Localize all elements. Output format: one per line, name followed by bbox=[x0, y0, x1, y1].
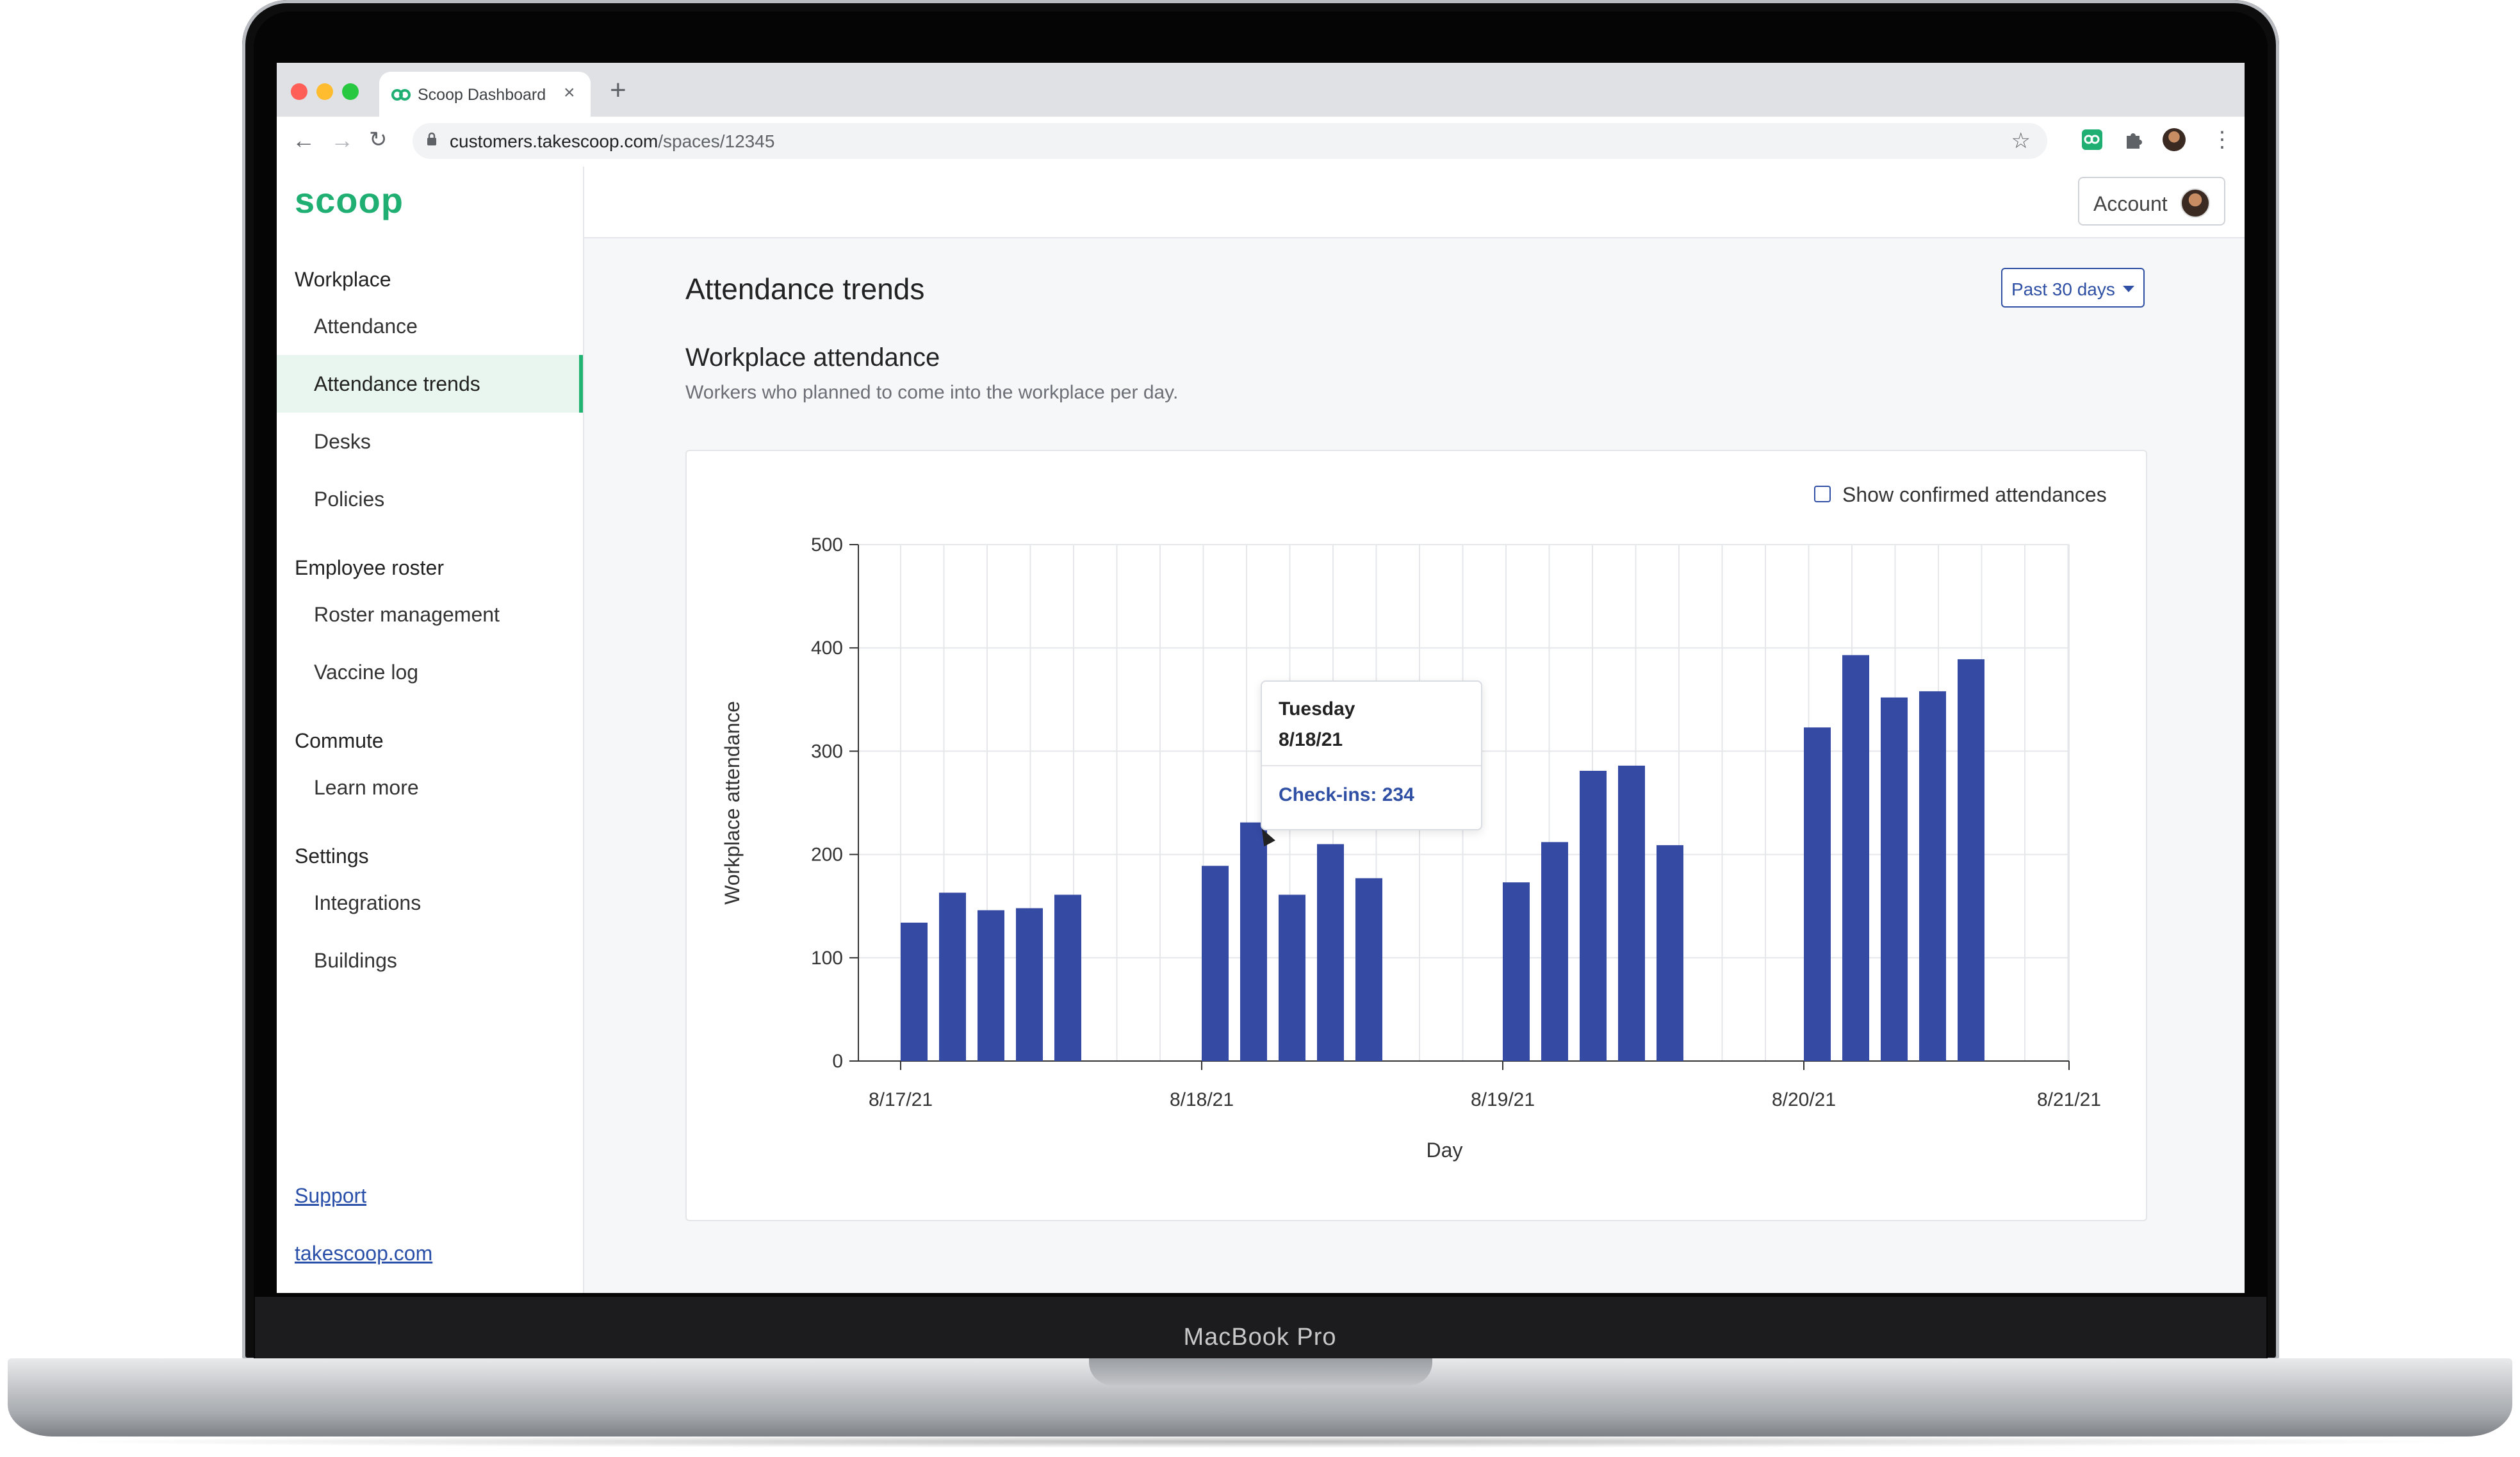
page-title: Attendance trends bbox=[685, 272, 925, 306]
chart-tooltip: Tuesday 8/18/21 Check-ins: 234 bbox=[1261, 680, 1482, 830]
x-tick-label: 8/18/21 bbox=[1170, 1089, 1234, 1110]
reload-icon[interactable]: ↻ bbox=[369, 128, 388, 152]
new-tab-icon[interactable]: + bbox=[610, 74, 626, 106]
sidebar-item-desks[interactable]: Desks bbox=[314, 430, 371, 453]
sidebar-item-policies[interactable]: Policies bbox=[314, 488, 385, 511]
y-tick-label: 300 bbox=[811, 741, 843, 762]
close-tab-icon[interactable]: × bbox=[564, 82, 575, 103]
bar bbox=[1503, 882, 1530, 1061]
confirmed-attendances-label: Show confirmed attendances bbox=[1842, 483, 2107, 506]
website-link[interactable]: takescoop.com bbox=[295, 1242, 433, 1265]
extension-scoop-icon[interactable] bbox=[2081, 128, 2104, 151]
sidebar-section-settings: Settings bbox=[295, 844, 369, 868]
bar bbox=[1054, 894, 1081, 1061]
bar bbox=[978, 910, 1004, 1061]
device-label: MacBook Pro bbox=[1183, 1324, 1337, 1351]
y-tick-label: 200 bbox=[811, 844, 843, 866]
url-text: customers.takescoop.com/spaces/12345 bbox=[450, 131, 775, 151]
bar bbox=[1580, 771, 1607, 1061]
bar bbox=[939, 893, 966, 1061]
bar bbox=[1541, 842, 1568, 1061]
confirmed-attendances-checkbox[interactable] bbox=[1814, 486, 1831, 502]
laptop-notch bbox=[1089, 1358, 1432, 1385]
screen: Scoop Dashboard × + ← → ↻ customers.take… bbox=[277, 63, 2245, 1293]
chart-card: Show confirmed attendances 0 100 200 300 400… bbox=[685, 450, 2147, 1221]
bar bbox=[1317, 844, 1344, 1061]
bar bbox=[1279, 894, 1305, 1061]
puzzle-icon[interactable] bbox=[2122, 128, 2145, 151]
sidebar-section-employee-roster: Employee roster bbox=[295, 556, 444, 579]
sidebar-item-learn-more[interactable]: Learn more bbox=[314, 776, 419, 799]
date-range-dropdown[interactable]: Past 30 days bbox=[2001, 268, 2145, 308]
sidebar-item-attendance-trends[interactable]: Attendance trends bbox=[277, 355, 583, 413]
y-tick-label: 0 bbox=[832, 1051, 843, 1072]
sidebar-item-vaccine-log[interactable]: Vaccine log bbox=[314, 661, 419, 684]
bar bbox=[1202, 866, 1229, 1061]
star-icon[interactable]: ☆ bbox=[2011, 129, 2031, 153]
close-window-button[interactable] bbox=[291, 83, 307, 100]
sidebar-section-workplace: Workplace bbox=[295, 268, 391, 291]
avatar bbox=[2180, 188, 2210, 218]
sidebar-section-commute: Commute bbox=[295, 729, 384, 752]
sidebar: scoop Workplace Attendance Attendance tr… bbox=[277, 167, 584, 1293]
bar bbox=[1016, 908, 1043, 1061]
x-tick-label: 8/21/21 bbox=[2037, 1089, 2101, 1110]
bar bbox=[1657, 845, 1683, 1061]
tooltip-day: Tuesday bbox=[1279, 698, 1355, 720]
x-tick-label: 8/19/21 bbox=[1471, 1089, 1535, 1110]
bar bbox=[1355, 878, 1382, 1061]
support-link[interactable]: Support bbox=[295, 1184, 367, 1207]
minimize-window-button[interactable] bbox=[316, 83, 333, 100]
browser-tab-bar: Scoop Dashboard × + bbox=[277, 63, 2245, 117]
y-axis-label: Workplace attendance bbox=[721, 701, 744, 905]
y-tick-label: 500 bbox=[811, 534, 843, 556]
x-tick-label: 8/17/21 bbox=[869, 1089, 933, 1110]
sidebar-item-attendance[interactable]: Attendance bbox=[314, 315, 418, 338]
sidebar-item-buildings[interactable]: Buildings bbox=[314, 949, 397, 972]
sidebar-item-roster-management[interactable]: Roster management bbox=[314, 603, 500, 626]
browser-tab[interactable]: Scoop Dashboard × bbox=[379, 72, 591, 117]
account-button[interactable]: Account bbox=[2078, 177, 2225, 226]
bar bbox=[1804, 727, 1831, 1061]
bar bbox=[901, 922, 928, 1061]
attendance-chart: 0 100 200 300 400 500 8/17/21 8/18/21 8/19/21 8/2… bbox=[721, 534, 2101, 1162]
caret-down-icon bbox=[2123, 286, 2134, 292]
bar bbox=[1881, 697, 1908, 1061]
section-subtitle: Workers who planned to come into the wor… bbox=[685, 382, 1179, 403]
maximize-window-button[interactable] bbox=[342, 83, 359, 100]
tooltip-date: 8/18/21 bbox=[1279, 729, 1343, 750]
main-content: Attendance trends Past 30 days Workplace… bbox=[584, 238, 2245, 1293]
logo[interactable]: scoop bbox=[295, 180, 404, 220]
laptop-chin bbox=[255, 1297, 2266, 1358]
back-icon[interactable]: ← bbox=[292, 127, 315, 153]
forward-icon[interactable]: → bbox=[331, 127, 354, 153]
section-title: Workplace attendance bbox=[685, 343, 940, 372]
bar bbox=[1919, 691, 1946, 1061]
app-topbar: Account bbox=[584, 167, 2245, 238]
date-range-label: Past 30 days bbox=[2011, 279, 2115, 299]
tab-title: Scoop Dashboard bbox=[418, 86, 546, 104]
profile-icon[interactable] bbox=[2163, 128, 2186, 151]
bar bbox=[1958, 659, 1984, 1061]
browser-toolbar: ← → ↻ customers.takescoop.com/spaces/123… bbox=[277, 117, 2245, 168]
tooltip-value: Check-ins: 234 bbox=[1279, 784, 1414, 805]
bar bbox=[1240, 822, 1267, 1061]
account-label: Account bbox=[2093, 192, 2168, 215]
sidebar-item-integrations[interactable]: Integrations bbox=[314, 891, 421, 914]
menu-icon[interactable]: ⋮ bbox=[2211, 128, 2233, 152]
x-tick-label: 8/20/21 bbox=[1772, 1089, 1836, 1110]
address-bar[interactable]: customers.takescoop.com/spaces/12345 ☆ bbox=[413, 123, 2047, 159]
scoop-favicon-icon bbox=[391, 89, 411, 101]
lock-icon bbox=[427, 132, 436, 145]
bar bbox=[1842, 655, 1869, 1061]
bar bbox=[1618, 765, 1645, 1061]
y-tick-label: 100 bbox=[811, 948, 843, 969]
y-tick-label: 400 bbox=[811, 638, 843, 659]
x-axis-label: Day bbox=[1427, 1139, 1463, 1162]
confirmed-attendances-toggle[interactable]: Show confirmed attendances bbox=[1814, 483, 2115, 509]
